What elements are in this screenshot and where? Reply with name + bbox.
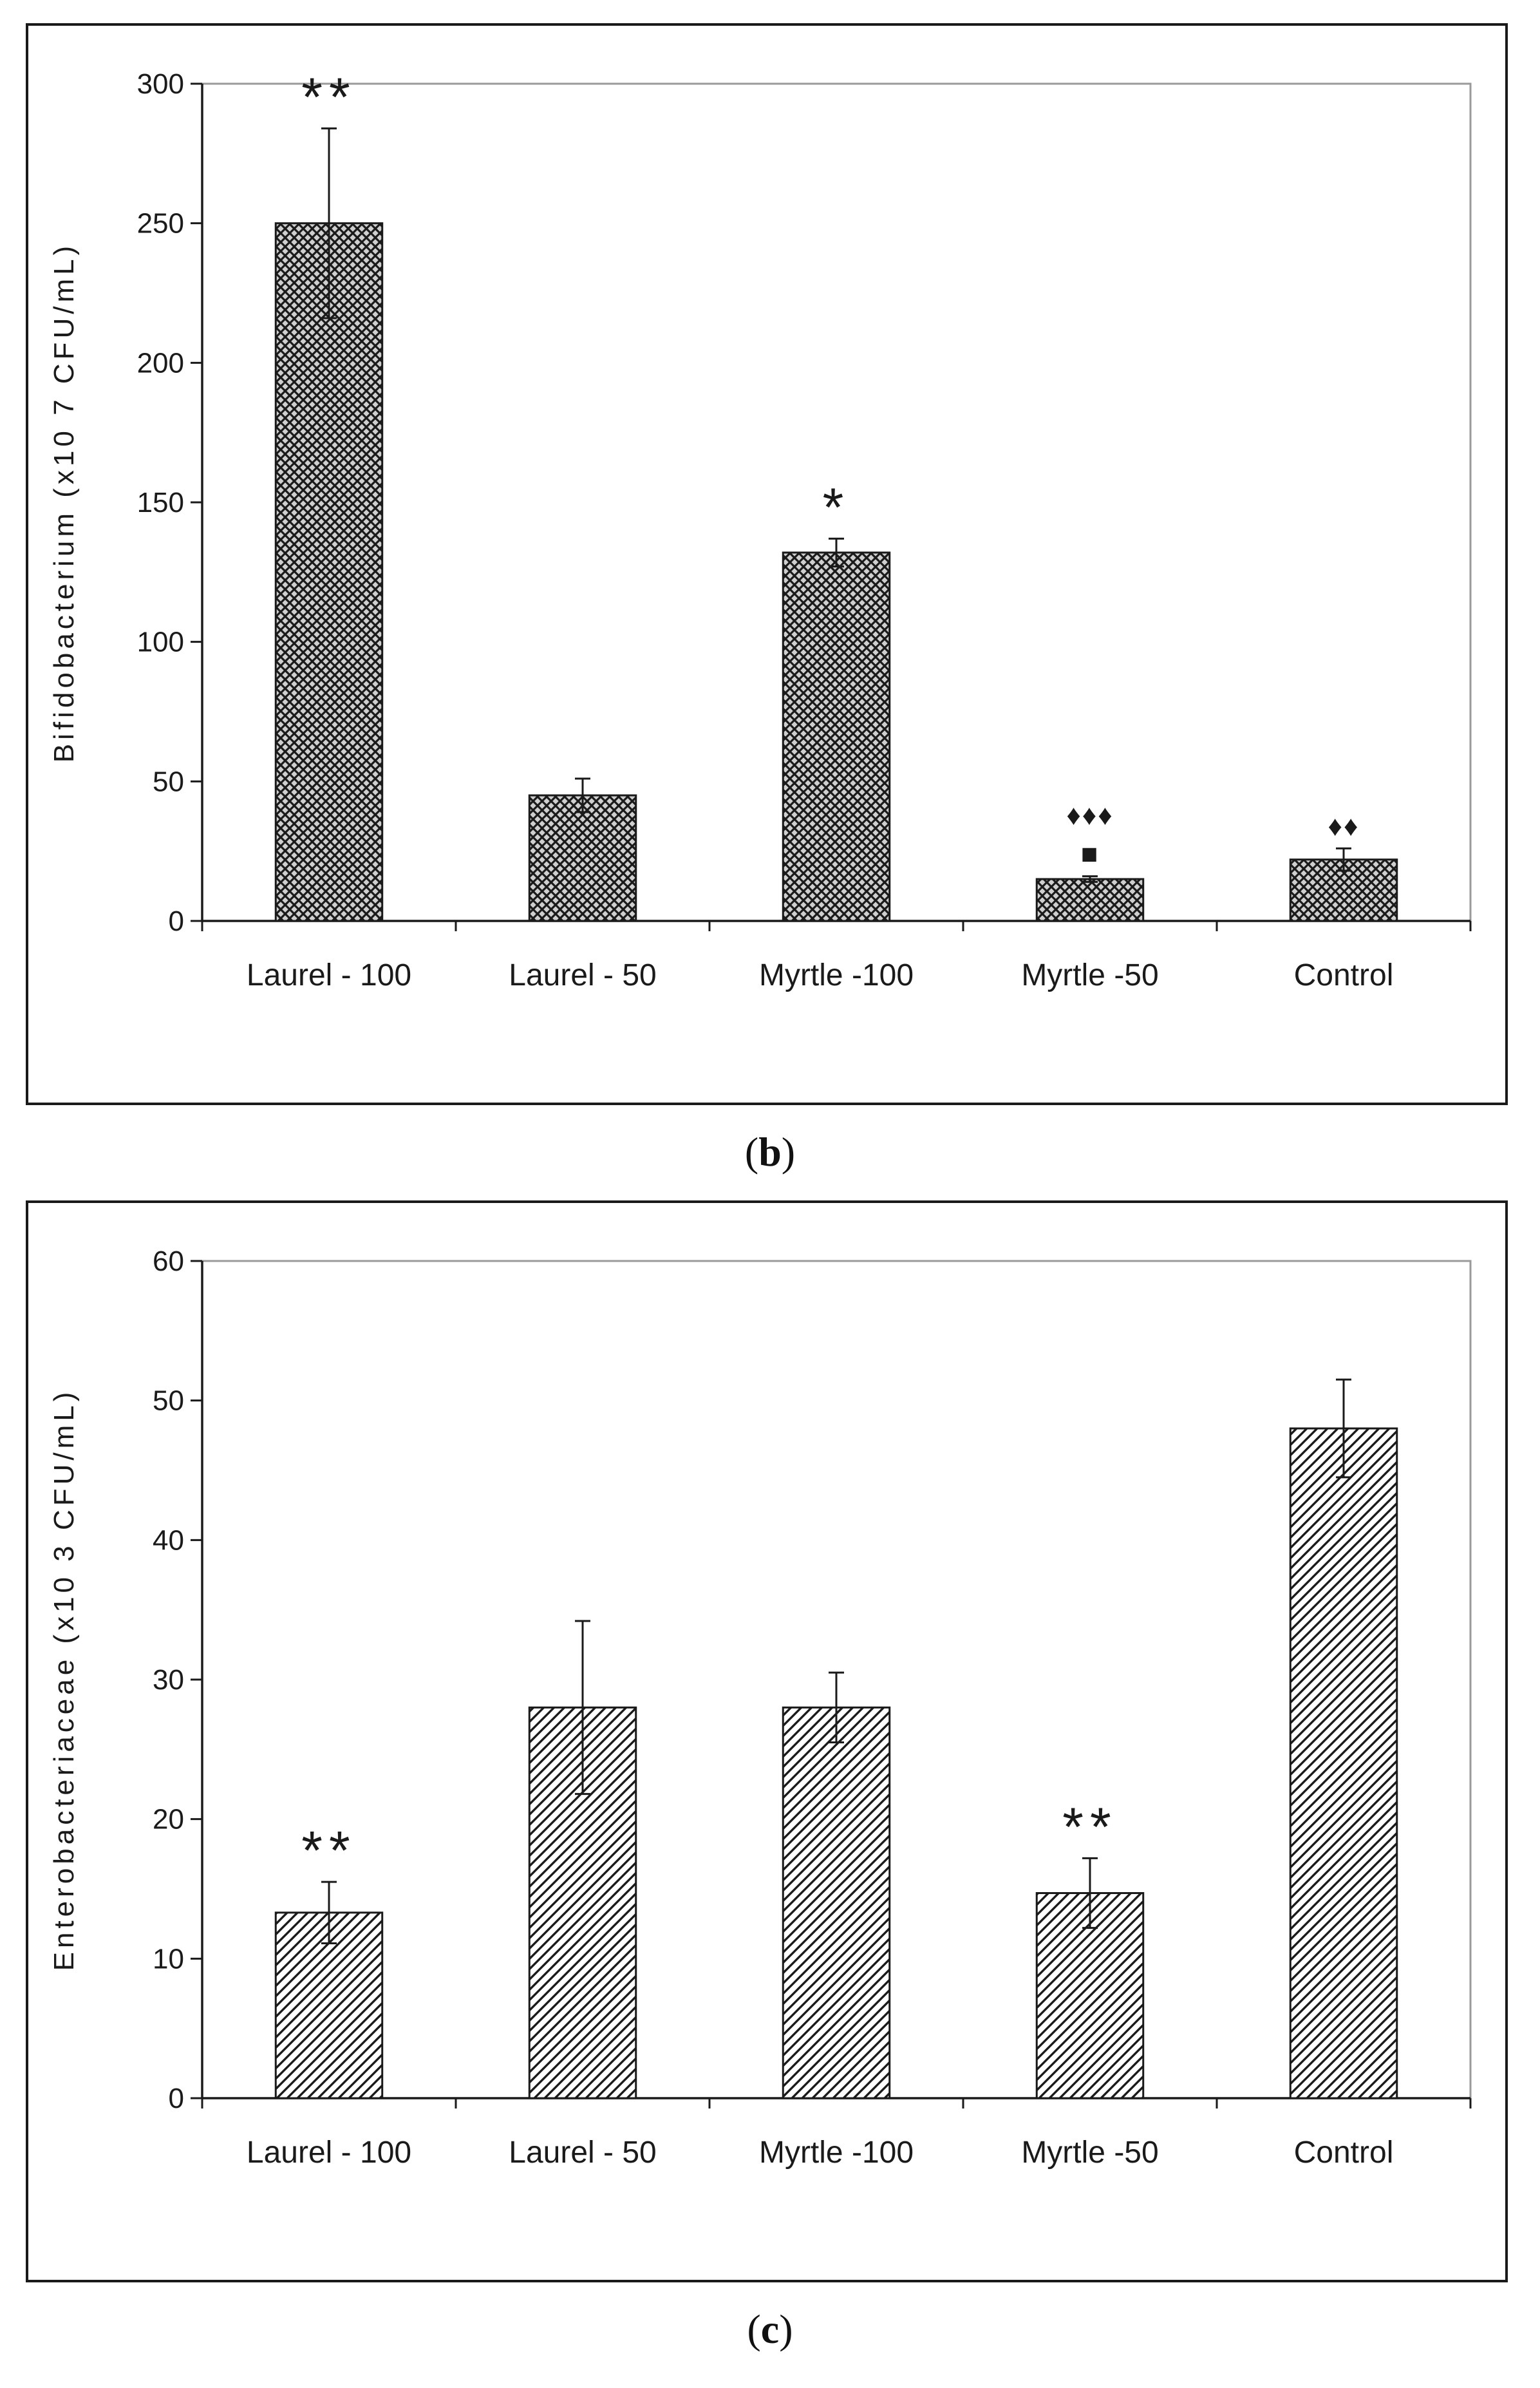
y-tick-label: 10 xyxy=(153,1943,184,1975)
significance-marker: ** xyxy=(301,66,356,127)
y-tick-label: 200 xyxy=(137,347,184,379)
y-tick-label: 250 xyxy=(137,208,184,240)
y-tick-label: 20 xyxy=(153,1804,184,1835)
significance-marker: * xyxy=(823,477,850,537)
y-tick-label: 100 xyxy=(137,627,184,658)
bifidobacterium-bar-chart: 0 50 100 150 200 250 300 Bifidobacterium (x10 7… xyxy=(48,66,1472,992)
chart-panel-c: 0 10 20 30 40 50 60 Enterobacteriaceae (x10 3 C… xyxy=(26,1200,1508,2282)
y-tick-label: 30 xyxy=(153,1664,184,1696)
caption-c-label: c xyxy=(760,2306,780,2352)
y-tick-label: 300 xyxy=(137,68,184,100)
y-tick-label: 150 xyxy=(137,487,184,518)
caption-c: (c) xyxy=(747,2306,793,2352)
x-category-label: Myrtle -100 xyxy=(759,958,914,992)
caption-b: (b) xyxy=(744,1129,796,1175)
y-tick-label: 0 xyxy=(169,2083,184,2114)
x-category-label: Control xyxy=(1294,2136,1394,2170)
bar-1 xyxy=(274,222,384,922)
y-tick-label: 50 xyxy=(153,766,184,797)
x-category-label: Laurel - 50 xyxy=(509,958,656,992)
chart-panel-b: 0 50 100 150 200 250 300 Bifidobacterium (x10 7… xyxy=(26,23,1508,1105)
x-category-label: Laurel - 50 xyxy=(509,2136,656,2170)
x-category-label: Myrtle -50 xyxy=(1021,958,1158,992)
bar-3 xyxy=(782,1706,891,2099)
enterobacteriaceae-bar-chart: 0 10 20 30 40 50 60 Enterobacteriaceae (x10 3 C… xyxy=(48,1246,1472,2170)
x-category-label: Control xyxy=(1294,958,1394,992)
y-tick-label: 60 xyxy=(153,1246,184,1277)
plot-frame xyxy=(202,82,1472,921)
bar-2 xyxy=(528,794,637,922)
x-category-label: Myrtle -50 xyxy=(1021,2136,1158,2170)
bar-4 xyxy=(1035,878,1145,922)
x-category-label: Laurel - 100 xyxy=(247,2136,411,2170)
bar-5 xyxy=(1289,1427,1398,2099)
y-tick-label: 40 xyxy=(153,1524,184,1556)
significance-marker: ** xyxy=(1062,1796,1117,1857)
significance-marker: ** xyxy=(301,1820,356,1881)
y-tick-label: 50 xyxy=(153,1385,184,1417)
x-category-label: Myrtle -100 xyxy=(759,2136,914,2170)
y-tick-label: 0 xyxy=(169,905,184,937)
bar-3 xyxy=(782,551,891,922)
significance-marker: ■ xyxy=(1081,839,1100,870)
significance-marker: ♦♦ xyxy=(1328,810,1360,842)
plot-frame xyxy=(202,1260,1472,2098)
significance-marker: ♦♦♦ xyxy=(1066,800,1113,831)
y-axis-label: Enterobacteriaceae (x10 3 CFU/mL) xyxy=(48,1388,80,1971)
caption-b-label: b xyxy=(758,1129,782,1175)
y-axis-label: Bifidobacterium (x10 7 CFU/mL) xyxy=(48,242,80,763)
x-category-label: Laurel - 100 xyxy=(247,958,411,992)
